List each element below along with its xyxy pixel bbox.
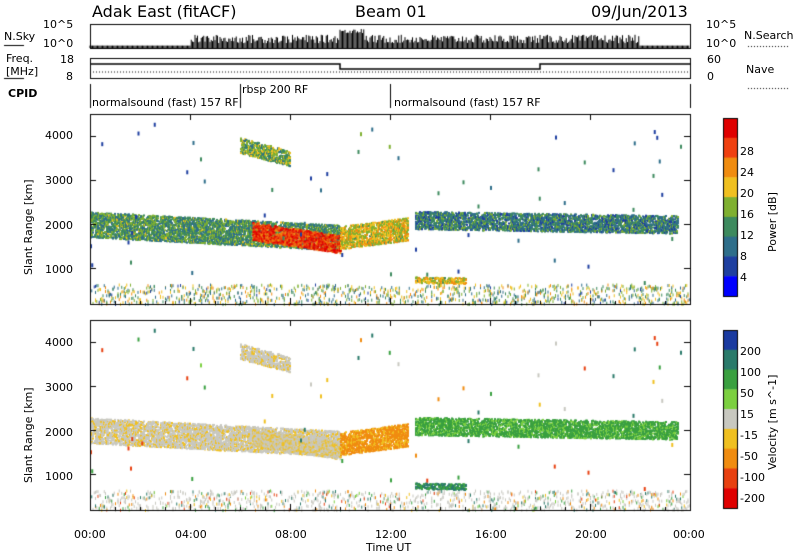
velocity-cbar-tick-15: 15 <box>740 408 754 421</box>
xtick-2: 08:00 <box>275 528 307 541</box>
nave-tick-bottom: 0 <box>707 70 714 83</box>
velocity-cbar-tick-m50: -50 <box>740 450 758 463</box>
power-ytick-1000: 1000 <box>45 263 73 276</box>
velocity-panel-ylabel: Slant Range [km] <box>22 387 35 483</box>
freq-tick-top: 18 <box>60 53 74 66</box>
xtick-3: 12:00 <box>375 528 407 541</box>
xlabel: Time UT <box>366 541 412 554</box>
nsearch-tick-bottom: 10^0 <box>706 37 737 50</box>
power-panel-ylabel: Slant Range [km] <box>22 179 35 275</box>
date-title: 09/Jun/2013 <box>591 2 688 21</box>
power-cbar-tick-28: 28 <box>740 145 754 158</box>
power-cbar-tick-4: 4 <box>740 271 747 284</box>
power-cbar-label: Power [dB] <box>766 192 779 252</box>
power-ytick-4000: 4000 <box>45 129 73 142</box>
power-cbar-tick-20: 20 <box>740 187 754 200</box>
xtick-6: 00:00 <box>673 528 705 541</box>
power-cbar-tick-12: 12 <box>740 229 754 242</box>
power-ytick-3000: 3000 <box>45 174 73 187</box>
nsky-tick-bottom: 10^0 <box>43 37 74 50</box>
nave-label: Nave <box>746 63 775 76</box>
velocity-cbar-tick-200: 200 <box>740 345 761 358</box>
xtick-5: 20:00 <box>575 528 607 541</box>
velocity-ytick-3000: 3000 <box>45 381 73 394</box>
xtick-0: 00:00 <box>74 528 106 541</box>
velocity-ytick-1000: 1000 <box>45 470 73 483</box>
freq-label: Freq. <box>6 52 34 65</box>
cpid-segment-1: normalsound (fast) 157 RF <box>92 96 239 109</box>
cpid-segment-3: normalsound (fast) 157 RF <box>394 96 541 109</box>
velocity-cbar-label: Velocity [m s^-1] <box>766 374 779 470</box>
nsky-label: N.Sky <box>4 30 36 43</box>
velocity-ytick-2000: 2000 <box>45 426 73 439</box>
cpid-segment-2: rbsp 200 RF <box>242 83 309 96</box>
nsearch-tick-top: 10^5 <box>706 18 737 31</box>
velocity-cbar-tick-m100: -100 <box>740 471 765 484</box>
velocity-cbar-tick-50: 50 <box>740 387 754 400</box>
beam-title: Beam 01 <box>355 2 427 21</box>
xtick-1: 04:00 <box>175 528 207 541</box>
nsearch-label: N.Search <box>744 29 794 42</box>
power-cbar-tick-24: 24 <box>740 166 754 179</box>
station-title: Adak East (fitACF) <box>92 2 237 21</box>
nsky-tick-top: 10^5 <box>43 18 74 31</box>
velocity-cbar-tick-100: 100 <box>740 366 761 379</box>
velocity-cbar-tick-m15: -15 <box>740 429 758 442</box>
power-cbar-tick-8: 8 <box>740 250 747 263</box>
xtick-4: 16:00 <box>475 528 507 541</box>
power-cbar-tick-16: 16 <box>740 208 754 221</box>
velocity-cbar-tick-m200: -200 <box>740 492 765 505</box>
power-ytick-2000: 2000 <box>45 219 73 232</box>
nave-tick-top: 60 <box>707 53 721 66</box>
cpid-label: CPID <box>8 87 38 100</box>
freq-tick-bottom: 8 <box>66 70 73 83</box>
velocity-ytick-4000: 4000 <box>45 336 73 349</box>
freq-unit-label: [MHz] <box>6 65 39 78</box>
